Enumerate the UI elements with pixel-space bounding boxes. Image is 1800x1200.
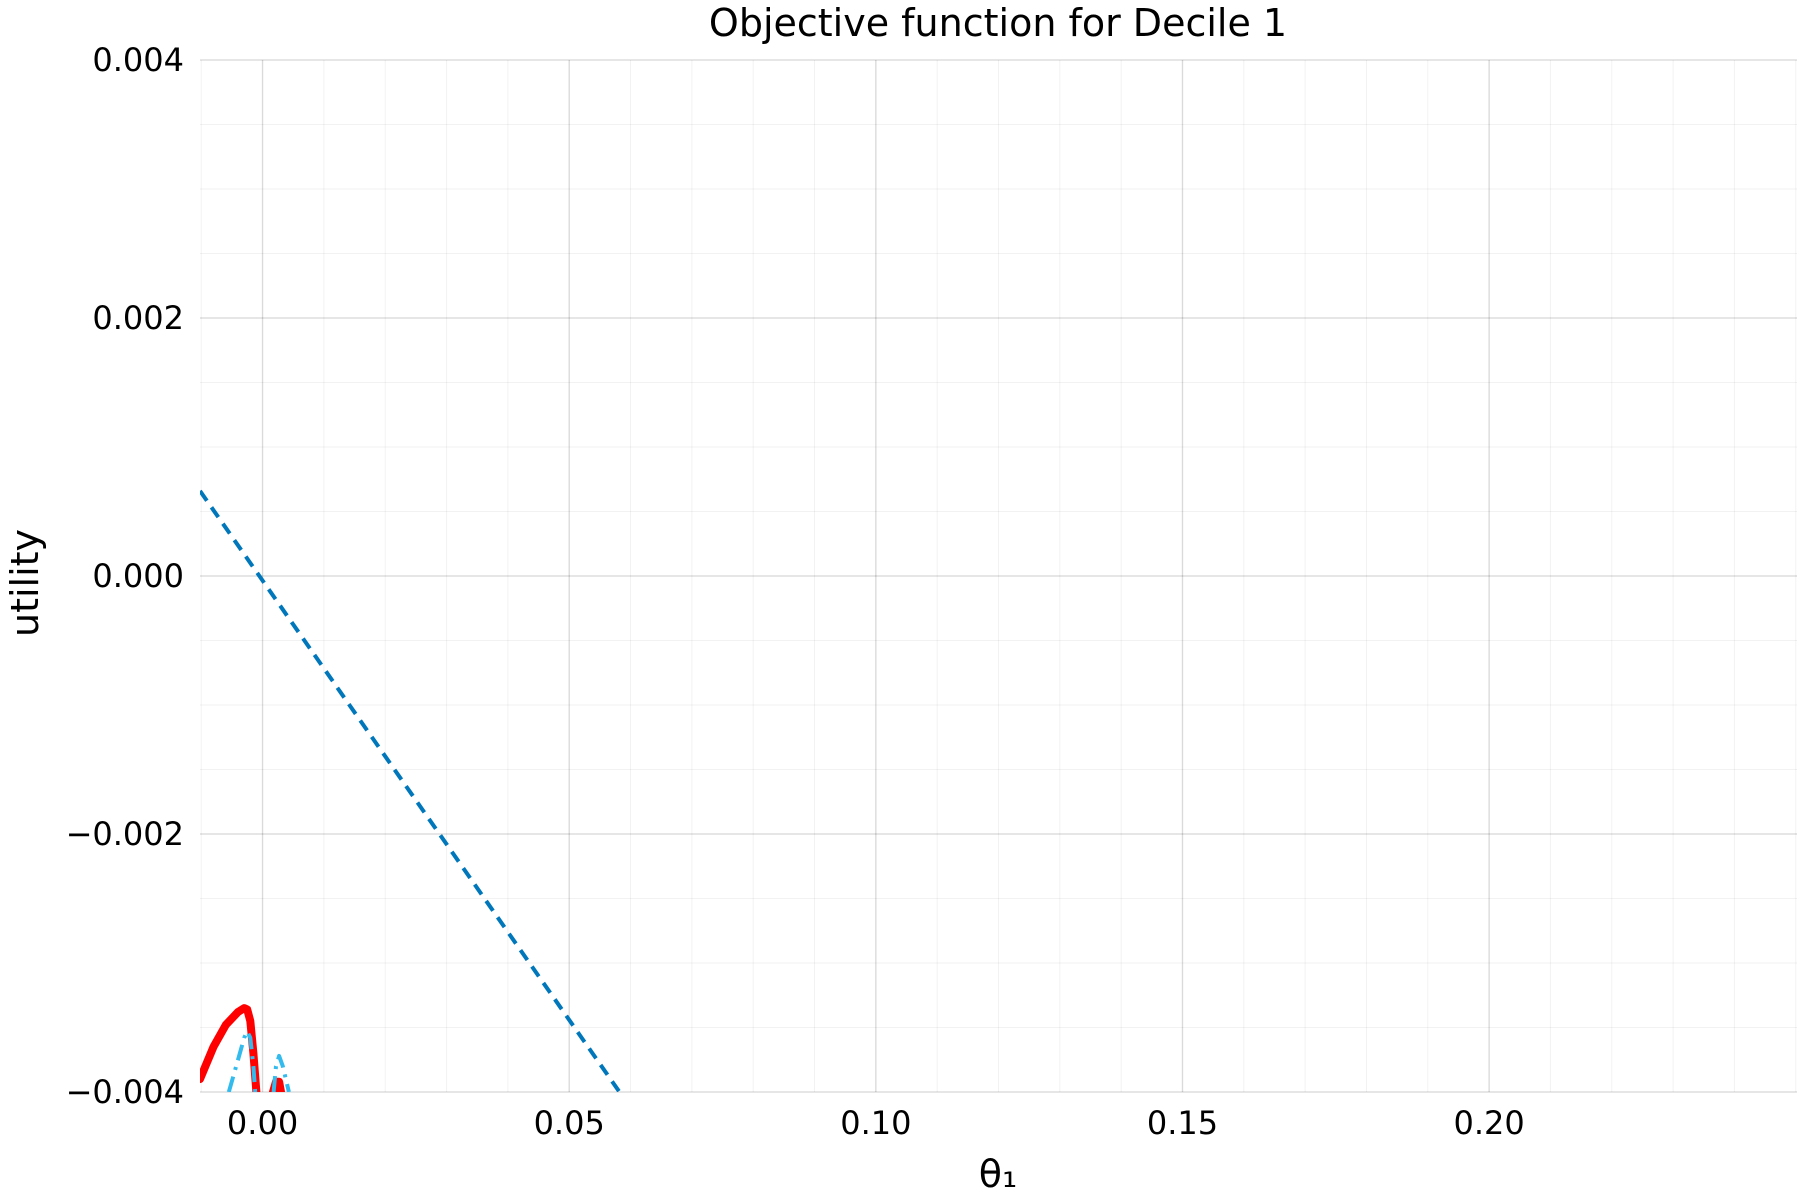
x-tick-label: 0.15 [1147,1104,1218,1142]
x-tick-label: 0.05 [534,1104,605,1142]
y-tick-label: 0.002 [92,299,184,337]
chart-title: Objective function for Decile 1 [709,1,1287,45]
series-line [226,1029,258,1092]
plot-area [200,489,622,1092]
y-axis-ticks: −0.004 −0.002 0.000 0.002 0.004 [66,41,184,1111]
x-tick-label: 0.10 [840,1104,911,1142]
y-axis-label: utility [3,529,47,637]
x-tick-label: 0.00 [227,1104,298,1142]
y-tick-label: 0.000 [92,557,184,595]
x-tick-label: 0.20 [1454,1104,1525,1142]
x-axis-label: θ₁ [979,1152,1017,1196]
y-tick-label: −0.004 [66,1073,184,1111]
major-grid [200,59,1797,1093]
series-line [200,489,622,1092]
x-axis-ticks: 0.00 0.05 0.10 0.15 0.20 [227,1104,1525,1142]
minor-grid [200,59,1797,1093]
y-tick-label: −0.002 [66,815,184,853]
series-line [271,1053,291,1092]
series-line [200,1004,261,1092]
y-tick-label: 0.004 [92,41,184,79]
